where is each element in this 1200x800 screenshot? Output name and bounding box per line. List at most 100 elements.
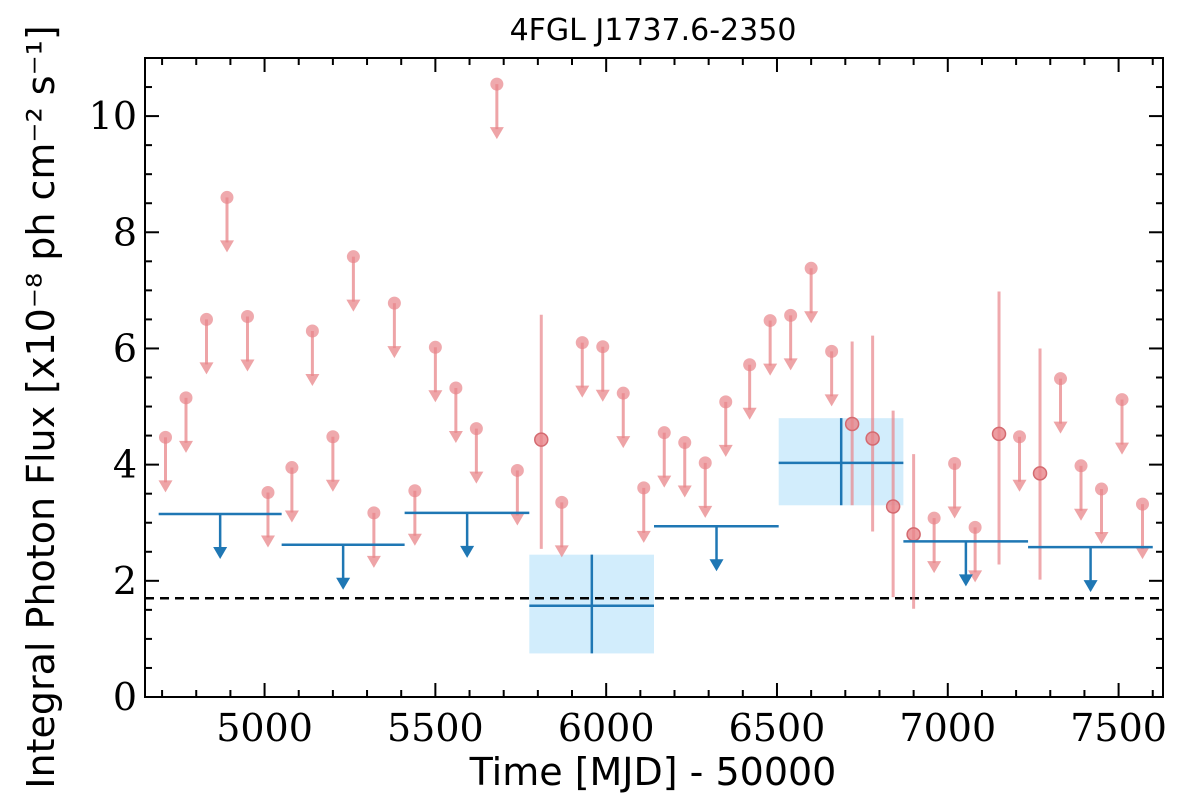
fine-upper-limit-arrow — [1115, 442, 1130, 455]
fine-detection-point — [865, 431, 880, 446]
fine-upper-limit-point — [285, 461, 299, 475]
fine-upper-limit-point — [927, 511, 941, 525]
fine-upper-limit-point — [1013, 430, 1027, 444]
fine-upper-limit-point — [261, 486, 275, 500]
coarse-upper-limit-arrow — [709, 559, 724, 572]
fine-upper-limit-arrow — [366, 555, 381, 568]
fine-upper-limit-point — [1115, 393, 1129, 407]
fine-upper-limit-arrow — [407, 533, 422, 546]
x-tick-label: 6000 — [558, 706, 655, 750]
x-tick-label: 6500 — [729, 706, 826, 750]
fine-upper-limit-arrow — [260, 535, 275, 548]
fine-upper-limit-arrow — [178, 440, 193, 453]
fine-detection-point — [991, 426, 1007, 442]
fine-upper-limit-point — [743, 358, 757, 372]
fine-upper-limit-arrow — [510, 513, 525, 526]
fine-upper-limit-arrow — [305, 374, 320, 387]
fine-upper-limit-point — [637, 481, 651, 495]
coarse-upper-limit-arrow — [460, 545, 475, 558]
chart-title: 4FGL J1737.6-2350 — [510, 13, 797, 48]
fine-upper-limit-point — [804, 261, 818, 275]
fine-upper-limit-point — [678, 436, 692, 450]
fine-upper-limit-arrow — [1074, 508, 1089, 521]
fine-upper-limit-point — [240, 310, 254, 324]
x-tick-label: 5000 — [216, 706, 313, 750]
y-tick-label: 6 — [113, 326, 137, 370]
fine-upper-limit-point — [158, 430, 172, 444]
fine-upper-limit-point — [825, 344, 839, 358]
coarse-upper-limit-arrow — [213, 547, 228, 560]
fine-upper-limit-arrow — [448, 430, 463, 443]
fine-detection-point — [885, 499, 901, 514]
fine-upper-limit-point — [719, 395, 733, 409]
fine-upper-limit-arrow — [489, 127, 504, 140]
x-tick-label: 5500 — [387, 706, 484, 750]
coarse-upper-limit-arrow — [1083, 580, 1098, 593]
fine-upper-limit-point — [698, 456, 712, 470]
x-tick-label: 7500 — [1070, 706, 1167, 750]
fine-upper-limit-point — [387, 296, 401, 310]
fine-upper-limit-arrow — [1094, 532, 1109, 545]
fine-upper-limit-point — [784, 308, 798, 322]
fine-upper-limit-arrow — [325, 479, 340, 492]
x-axis-label: Time [MJD] - 50000 — [469, 750, 837, 794]
fine-upper-limit-point — [968, 520, 982, 534]
fine-upper-limit-arrow — [783, 358, 798, 371]
y-tick-label: 0 — [113, 675, 137, 719]
fine-upper-limit-arrow — [947, 506, 962, 519]
fine-upper-limit-point — [1095, 482, 1109, 496]
coarse-upper-limit-arrow — [958, 574, 973, 587]
fine-upper-limit-point — [305, 324, 319, 338]
fine-upper-limit-arrow — [968, 570, 983, 583]
x-tick-label: 7000 — [899, 706, 996, 750]
fine-upper-limit-point — [326, 430, 340, 444]
fine-upper-limit-point — [596, 340, 610, 354]
fine-upper-limit-point — [575, 336, 589, 350]
fine-upper-limit-arrow — [763, 363, 778, 376]
fine-upper-limit-arrow — [927, 561, 942, 574]
fine-upper-limit-arrow — [718, 444, 733, 457]
fine-upper-limit-arrow — [1012, 479, 1027, 492]
fine-upper-limit-arrow — [387, 346, 402, 359]
fine-upper-limit-arrow — [469, 471, 484, 484]
fine-upper-limit-arrow — [554, 545, 569, 558]
fine-upper-limit-arrow — [219, 240, 234, 253]
axes: 5000 5500 6000 6500 7000 7500 0 2 4 6 8 10 — [89, 57, 1167, 750]
fine-upper-limit-arrow — [616, 436, 631, 449]
fine-upper-limit-point — [1074, 459, 1088, 473]
fine-upper-limit-point — [948, 456, 962, 470]
y-tick-label: 4 — [113, 443, 137, 487]
fine-upper-limit-point — [408, 484, 422, 498]
fine-upper-limit-arrow — [595, 389, 610, 402]
fine-upper-limit-point — [490, 77, 504, 91]
y-tick-label: 10 — [89, 94, 137, 138]
fine-upper-limit-arrow — [698, 505, 713, 518]
fine-upper-limit-point — [428, 340, 442, 354]
fine-upper-limit-arrow — [1053, 421, 1068, 434]
fine-upper-limit-arrow — [199, 362, 214, 375]
fine-upper-limit-point — [657, 426, 671, 440]
fine-detection-point — [844, 416, 860, 432]
fine-upper-limit-arrow — [824, 394, 839, 407]
fine-upper-limit-point — [179, 391, 193, 405]
fine-upper-limit-arrow — [240, 359, 255, 372]
fine-upper-limit-point — [510, 463, 524, 477]
fine-upper-limit-point — [449, 381, 463, 395]
fine-upper-limit-arrow — [636, 530, 651, 543]
y-tick-label: 2 — [113, 559, 137, 603]
y-tick-label: 8 — [113, 210, 137, 254]
fine-upper-limit-arrow — [575, 385, 590, 398]
fine-upper-limit-arrow — [158, 480, 173, 493]
fine-upper-limit-arrow — [428, 390, 443, 403]
plot-area — [145, 77, 1163, 654]
fine-upper-limit-point — [555, 495, 569, 509]
fine-upper-limit-arrow — [284, 510, 299, 523]
fine-upper-limit-point — [220, 190, 234, 204]
fine-upper-limit-arrow — [804, 311, 819, 324]
fine-upper-limit-arrow — [742, 407, 757, 420]
fine-upper-limit-arrow — [677, 485, 692, 498]
fine-detection-point — [534, 432, 549, 447]
fine-upper-limit-point — [1054, 372, 1068, 386]
fine-upper-limit-point — [199, 312, 213, 326]
